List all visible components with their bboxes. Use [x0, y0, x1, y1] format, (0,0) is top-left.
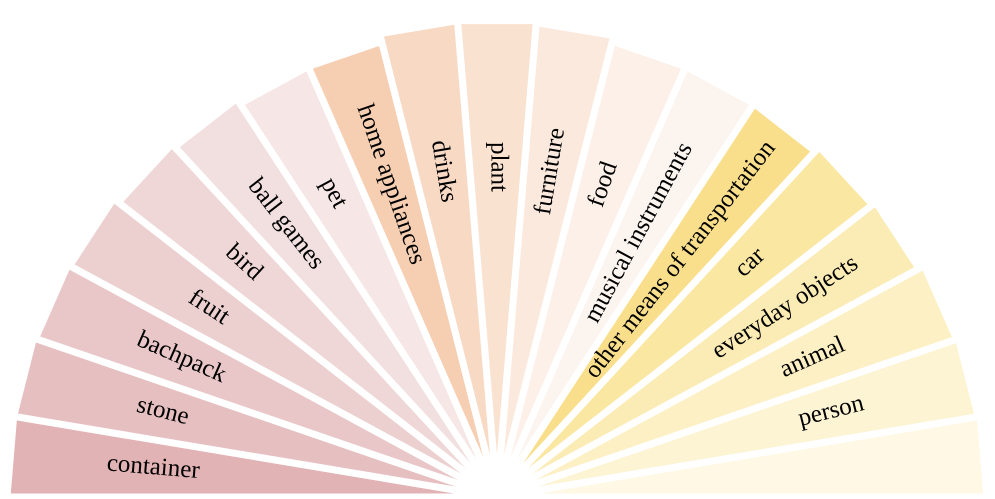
wedge-label-plant: plant — [485, 142, 512, 192]
wedge-blank — [496, 412, 991, 499]
wedge-layer — [3, 16, 991, 499]
